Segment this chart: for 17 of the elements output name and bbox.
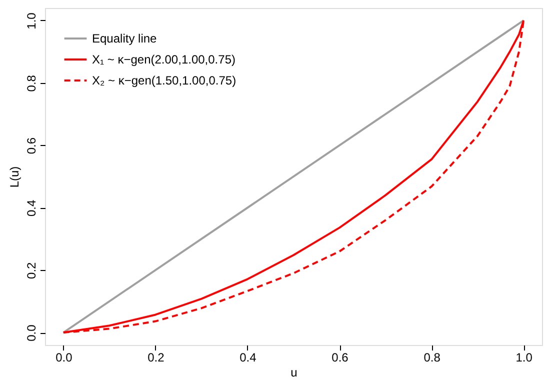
- y-tick-label: 0.4: [24, 200, 38, 217]
- y-tick-label: 0.2: [24, 262, 38, 279]
- legend-label: X₁ ~ κ−gen(2.00,1.00,0.75): [92, 52, 236, 66]
- y-axis-title: L(u): [8, 166, 22, 188]
- y-tick-label: 0.0: [24, 324, 38, 342]
- x-tick-label: 0.2: [148, 350, 165, 364]
- legend-label: X₂ ~ κ−gen(1.50,1.00,0.75): [92, 74, 236, 88]
- legend-label: Equality line: [92, 32, 158, 46]
- y-tick-label: 1.0: [24, 12, 38, 30]
- x-tick-label: 0.6: [332, 350, 349, 364]
- y-tick-label: 0.8: [24, 74, 38, 92]
- x-tick-label: 0.0: [56, 350, 73, 364]
- x-tick-label: 0.4: [240, 350, 257, 364]
- x-tick-label: 0.8: [424, 350, 441, 364]
- y-tick-label: 0.6: [24, 137, 38, 154]
- x-tick-label: 1.0: [516, 350, 533, 364]
- x-axis-title: u: [290, 366, 298, 380]
